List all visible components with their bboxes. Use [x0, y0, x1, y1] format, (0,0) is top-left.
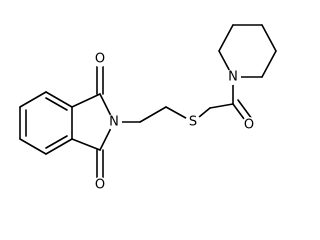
atom-label: N: [109, 115, 119, 130]
atom-label: O: [95, 178, 105, 193]
atom-label: O: [244, 118, 254, 133]
atom-labels: O O N S O N: [92, 51, 257, 193]
molecule-diagram: O O N S O N: [19, 24, 277, 193]
atom-label: S: [189, 115, 197, 130]
bonds: [19, 24, 277, 183]
atom-label: O: [95, 52, 105, 67]
atom-label: N: [228, 70, 238, 85]
